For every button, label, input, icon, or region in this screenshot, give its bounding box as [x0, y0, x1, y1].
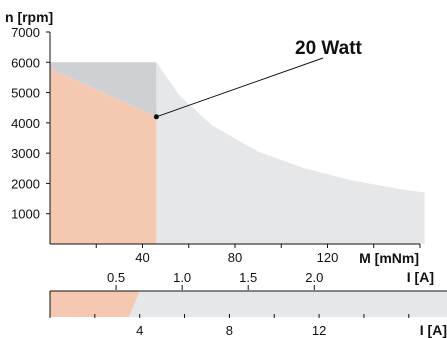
- y-tick-label: 3000: [11, 146, 40, 161]
- operating-point-marker: [153, 114, 159, 120]
- current-tick-label: 1.5: [239, 270, 257, 285]
- secondary-axis-title: I [A]: [407, 269, 434, 285]
- current-band: 4 8 12: [0, 290, 447, 338]
- y-tick-label: 7000: [11, 25, 40, 40]
- x-tick-label: 120: [317, 250, 339, 265]
- x-tick-label: 80: [228, 250, 242, 265]
- axes: [46, 31, 421, 290]
- y-tick-label: 6000: [11, 55, 40, 70]
- no-load-speed-area: [50, 62, 157, 117]
- lower-tick-label: 8: [226, 323, 233, 338]
- intermittent-operation-area: [156, 62, 425, 245]
- x-axis-title: M [mNm]: [359, 250, 419, 266]
- y-tick-label: 1000: [11, 207, 40, 222]
- current-tick-label: 0.5: [107, 270, 125, 285]
- lower-axis-title: I [A]: [420, 322, 447, 338]
- power-callout: 20 Watt: [295, 38, 363, 59]
- y-tick-label: 2000: [11, 176, 40, 191]
- operating-ranges: [50, 62, 425, 245]
- current-tick-label: 2.0: [305, 270, 323, 285]
- lower-tick-label: 12: [312, 323, 326, 338]
- axis-labels: 1000 2000 3000 4000 5000 6000 7000 40 80 120 0.5 1.…: [11, 25, 338, 285]
- y-tick-label: 5000: [11, 86, 40, 101]
- current-band-mask: [0, 317, 447, 338]
- lower-tick-label: 4: [136, 323, 143, 338]
- current-tick-label: 1.0: [173, 270, 191, 285]
- continuous-operation-area: [50, 68, 157, 244]
- y-axis-title: n [rpm]: [5, 9, 53, 25]
- y-tick-label: 4000: [11, 116, 40, 131]
- callout-leader-line: [156, 57, 324, 118]
- x-tick-label: 40: [135, 250, 149, 265]
- current-band-shaded: [50, 291, 140, 318]
